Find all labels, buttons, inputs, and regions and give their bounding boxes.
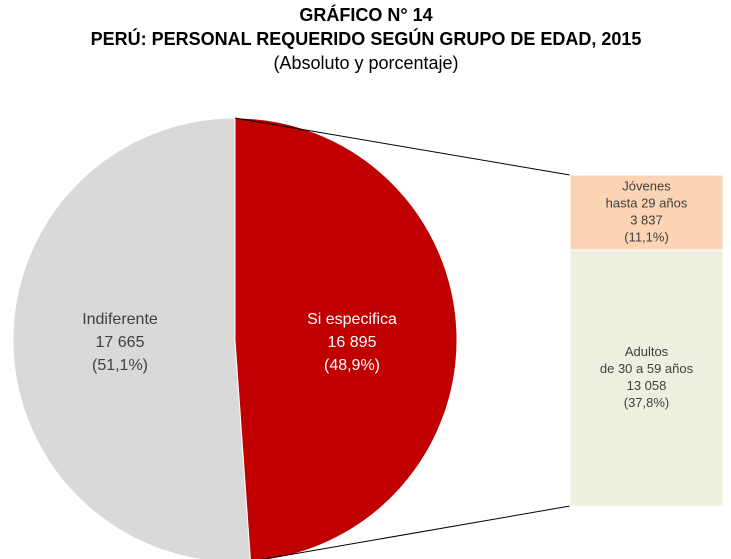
pie-slice	[234, 117, 458, 559]
pie-label: Indiferente	[82, 311, 158, 328]
connector	[261, 505, 571, 559]
bar-value-label: 13 058	[627, 378, 667, 393]
bar-label: hasta 29 años	[606, 196, 688, 211]
bar-segment	[569, 249, 724, 507]
bar-label: Adultos	[625, 344, 669, 359]
bar-percent-label: (37,8%)	[624, 395, 670, 410]
pie-value-label: 17 665	[96, 334, 145, 351]
chart-subtitle: PERÚ: PERSONAL REQUERIDO SEGÚN GRUPO DE …	[91, 28, 642, 49]
pie-label: Si especifica	[307, 311, 397, 328]
bar-segment	[569, 174, 724, 251]
bar-percent-label: (11,1%)	[624, 230, 669, 245]
pie-slice	[12, 117, 251, 559]
chart-note: (Absoluto y porcentaje)	[273, 53, 458, 73]
connector	[234, 117, 571, 176]
bar-label: de 30 a 59 años	[600, 361, 694, 376]
pie-value-label: 16 895	[328, 334, 377, 351]
bar-value-label: 3 837	[630, 213, 663, 228]
pie-percent-label: (51,1%)	[92, 357, 148, 374]
chart-title: GRÁFICO N° 14	[299, 4, 432, 25]
bar-label: Jóvenes	[622, 179, 671, 194]
pie-percent-label: (48,9%)	[324, 357, 380, 374]
